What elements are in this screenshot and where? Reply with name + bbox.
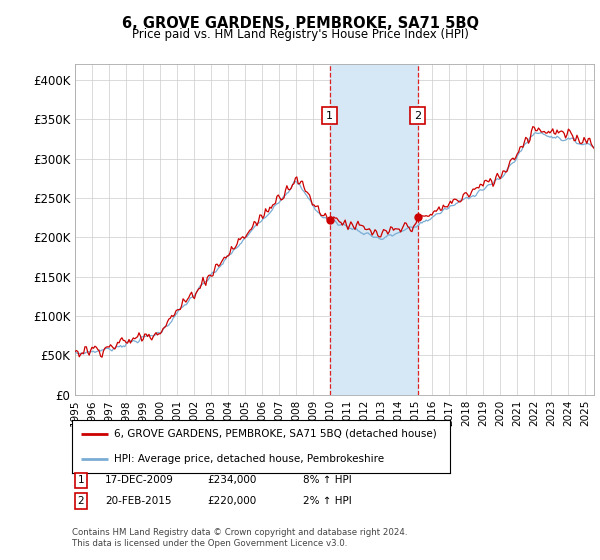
Text: 2% ↑ HPI: 2% ↑ HPI <box>303 496 352 506</box>
Text: 17-DEC-2009: 17-DEC-2009 <box>105 475 174 486</box>
Text: 2: 2 <box>77 496 85 506</box>
Text: 6, GROVE GARDENS, PEMBROKE, SA71 5BQ: 6, GROVE GARDENS, PEMBROKE, SA71 5BQ <box>121 16 479 31</box>
Text: £234,000: £234,000 <box>207 475 256 486</box>
Text: 6, GROVE GARDENS, PEMBROKE, SA71 5BQ (detached house): 6, GROVE GARDENS, PEMBROKE, SA71 5BQ (de… <box>113 429 436 439</box>
Text: Price paid vs. HM Land Registry's House Price Index (HPI): Price paid vs. HM Land Registry's House … <box>131 28 469 41</box>
Bar <box>329 64 418 395</box>
Text: £220,000: £220,000 <box>207 496 256 506</box>
Text: 2: 2 <box>414 110 421 120</box>
Text: 1: 1 <box>326 110 333 120</box>
Text: Contains HM Land Registry data © Crown copyright and database right 2024.
This d: Contains HM Land Registry data © Crown c… <box>72 528 407 548</box>
Text: HPI: Average price, detached house, Pembrokeshire: HPI: Average price, detached house, Pemb… <box>113 454 384 464</box>
Text: 8% ↑ HPI: 8% ↑ HPI <box>303 475 352 486</box>
Text: 1: 1 <box>77 475 85 486</box>
Text: 20-FEB-2015: 20-FEB-2015 <box>105 496 172 506</box>
